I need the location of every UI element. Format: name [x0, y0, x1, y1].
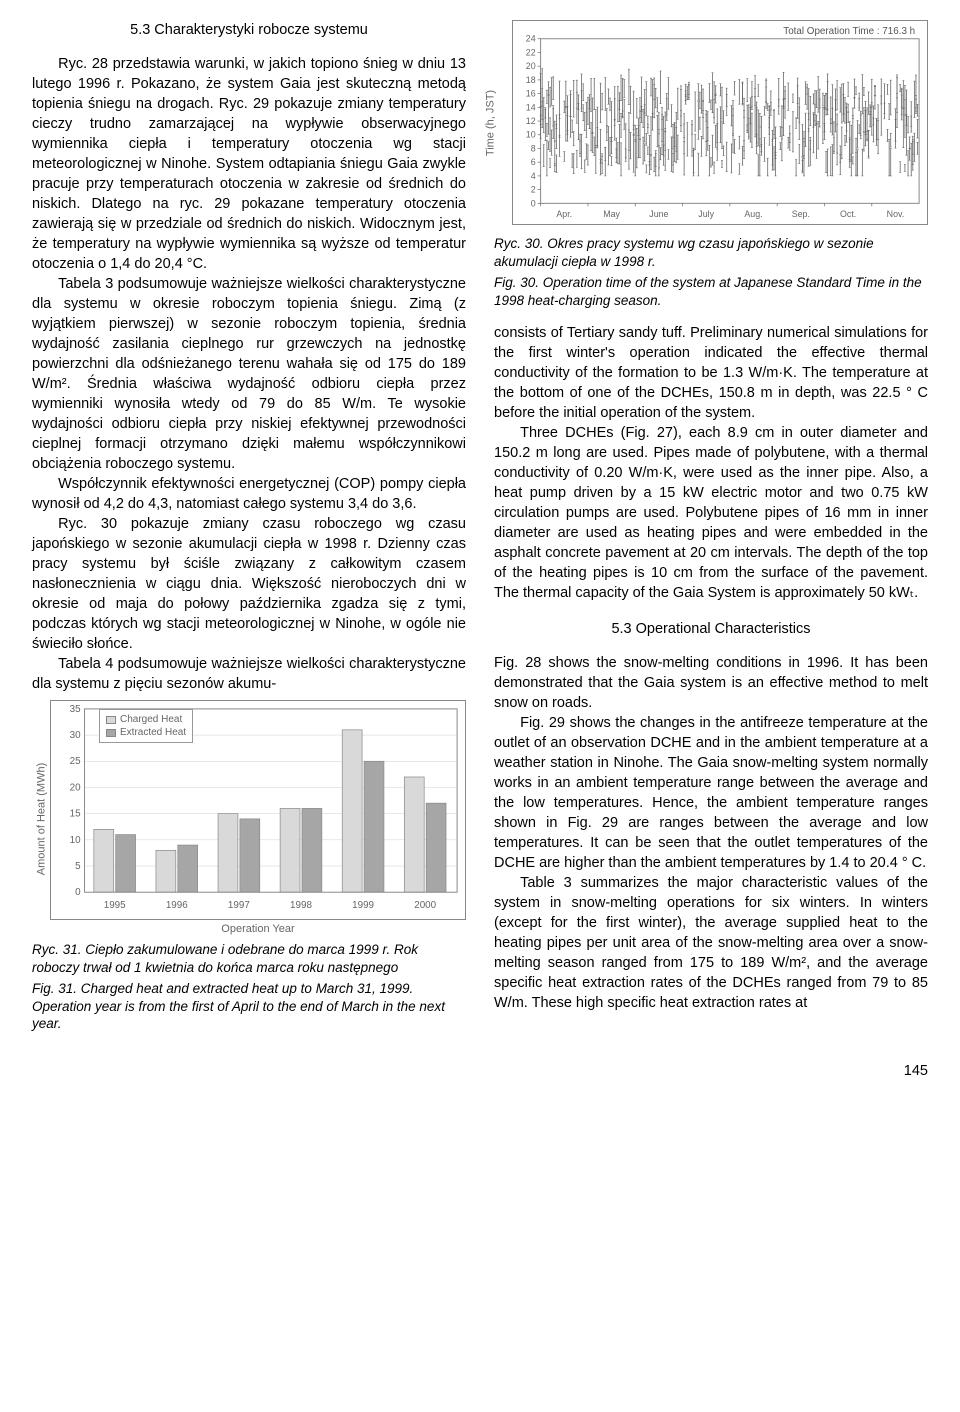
swatch-extracted — [106, 729, 116, 737]
svg-text:1995: 1995 — [104, 900, 126, 911]
svg-text:0: 0 — [75, 887, 81, 898]
svg-text:1998: 1998 — [290, 900, 312, 911]
right-p2: Three DCHEs (Fig. 27), each 8.9 cm in ou… — [494, 423, 928, 603]
fig31: Amount of Heat (MWh) Charged Heat Extrac… — [32, 700, 466, 1033]
svg-text:Total Operation Time : 716.3 h: Total Operation Time : 716.3 h — [783, 26, 915, 37]
svg-text:June: June — [649, 209, 668, 219]
svg-text:2: 2 — [531, 185, 536, 195]
svg-text:Oct.: Oct. — [840, 209, 856, 219]
left-column: 5.3 Charakterystyki robocze systemu Ryc.… — [32, 20, 466, 1043]
legend-extracted-label: Extracted Heat — [120, 726, 186, 739]
fig31-ylabel: Amount of Heat (MWh) — [35, 762, 50, 874]
svg-text:22: 22 — [526, 47, 536, 57]
fig31-caption-en: Fig. 31. Charged heat and extracted heat… — [32, 980, 466, 1033]
right-p3: Fig. 28 shows the snow-melting condition… — [494, 653, 928, 713]
right-p5: Table 3 summarizes the major characteris… — [494, 873, 928, 1013]
svg-text:10: 10 — [526, 130, 536, 140]
fig30-frame: 024681012141618202224Apr.MayJuneJulyAug.… — [512, 20, 928, 225]
page-columns: 5.3 Charakterystyki robocze systemu Ryc.… — [32, 20, 928, 1043]
fig31-frame: Charged Heat Extracted Heat 0 5 10 15 20 25 30… — [50, 700, 466, 920]
left-p3: Współczynnik efektywności energetycznej … — [32, 474, 466, 514]
svg-text:Sep.: Sep. — [792, 209, 810, 219]
page-number: 145 — [32, 1061, 928, 1081]
svg-text:35: 35 — [70, 704, 81, 715]
right-p4: Fig. 29 shows the changes in the antifre… — [494, 713, 928, 873]
fig30-caption-en: Fig. 30. Operation time of the system at… — [494, 274, 928, 309]
right-column: Time (h, JST) 024681012141618202224Apr.M… — [494, 20, 928, 1043]
legend-charged-label: Charged Heat — [120, 713, 182, 726]
fig30-caption-pl: Ryc. 30. Okres pracy systemu wg czasu ja… — [494, 235, 928, 270]
svg-text:4: 4 — [531, 171, 536, 181]
left-p1: Ryc. 28 przedstawia warunki, w jakich to… — [32, 54, 466, 274]
svg-text:1996: 1996 — [166, 900, 188, 911]
fig31-xlabel: Operation Year — [50, 922, 466, 937]
right-p1: consists of Tertiary sandy tuff. Prelimi… — [494, 323, 928, 423]
svg-text:20: 20 — [70, 782, 81, 793]
svg-text:25: 25 — [70, 756, 81, 767]
fig31-legend: Charged Heat Extracted Heat — [99, 709, 193, 743]
svg-text:30: 30 — [70, 730, 81, 741]
left-p5: Tabela 4 podsumowuje ważniejsze wielkośc… — [32, 654, 466, 694]
svg-text:16: 16 — [526, 89, 536, 99]
fig30-ylabel: Time (h, JST) — [484, 89, 499, 155]
svg-text:Aug.: Aug. — [744, 209, 762, 219]
fig30: Time (h, JST) 024681012141618202224Apr.M… — [494, 20, 928, 309]
svg-text:Nov.: Nov. — [887, 209, 905, 219]
svg-text:1999: 1999 — [352, 900, 374, 911]
fig30-svg: 024681012141618202224Apr.MayJuneJulyAug.… — [513, 21, 927, 223]
svg-text:5: 5 — [75, 861, 81, 872]
svg-text:6: 6 — [531, 157, 536, 167]
svg-text:1997: 1997 — [228, 900, 250, 911]
svg-text:15: 15 — [70, 809, 81, 820]
svg-text:24: 24 — [526, 34, 536, 44]
svg-text:0: 0 — [531, 198, 536, 208]
left-p4: Ryc. 30 pokazuje zmiany czasu roboczego … — [32, 514, 466, 654]
svg-text:8: 8 — [531, 143, 536, 153]
svg-text:18: 18 — [526, 75, 536, 85]
fig31-caption-pl: Ryc. 31. Ciepło zakumulowane i odebrane … — [32, 941, 466, 976]
svg-text:10: 10 — [70, 835, 81, 846]
legend-charged: Charged Heat — [106, 713, 186, 726]
svg-text:July: July — [698, 209, 714, 219]
left-p2: Tabela 3 podsumowuje ważniejsze wielkośc… — [32, 274, 466, 474]
legend-extracted: Extracted Heat — [106, 726, 186, 739]
svg-text:2000: 2000 — [414, 900, 436, 911]
svg-text:20: 20 — [526, 61, 536, 71]
svg-text:12: 12 — [526, 116, 536, 126]
right-heading: 5.3 Operational Characteristics — [494, 619, 928, 639]
svg-text:May: May — [603, 209, 620, 219]
svg-text:Apr.: Apr. — [556, 209, 572, 219]
swatch-charged — [106, 716, 116, 724]
left-heading: 5.3 Charakterystyki robocze systemu — [32, 20, 466, 40]
svg-text:14: 14 — [526, 102, 536, 112]
